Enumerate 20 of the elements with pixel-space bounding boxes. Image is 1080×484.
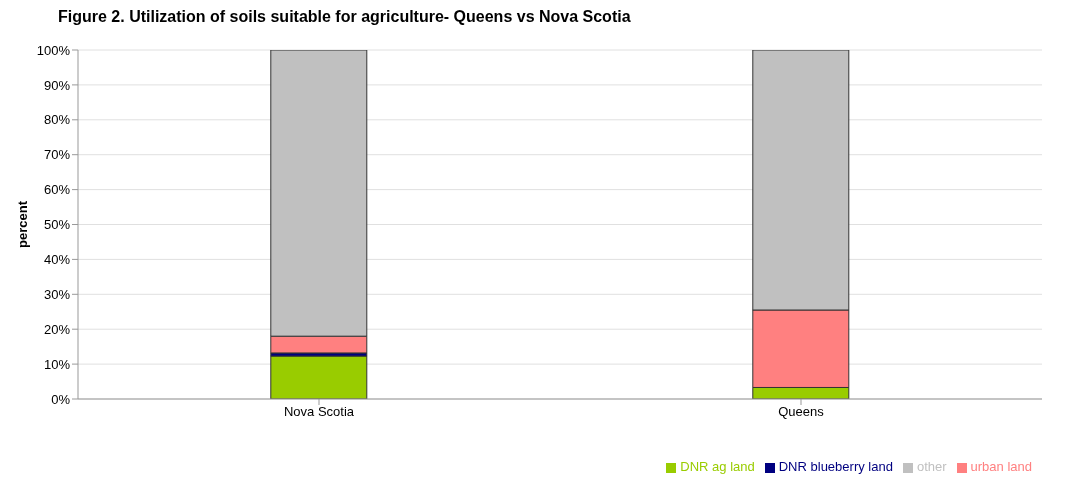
y-axis-title: percent	[14, 200, 30, 248]
bar	[270, 355, 368, 399]
legend-label: DNR ag land	[680, 459, 755, 474]
legend-label: other	[916, 459, 947, 474]
y-tick-label: 30%	[43, 286, 71, 302]
y-tick-label: 90%	[43, 77, 71, 93]
y-tick-label: 70%	[43, 147, 71, 163]
y-tick-label: 40%	[43, 252, 71, 268]
y-tick-label: 20%	[43, 321, 71, 337]
y-tick-label: 50%	[43, 217, 71, 233]
y-tick-label: 0%	[51, 391, 71, 407]
y-tick-label: 100%	[36, 42, 71, 58]
x-tick-label: Queens	[778, 404, 825, 420]
chart-title: Figure 2. Utilization of soils suitable for agriculture- Queens vs Nova Scotia	[58, 8, 632, 27]
y-tick-label: 10%	[43, 356, 71, 372]
legend-label: DNR blueberry land	[778, 459, 893, 474]
y-tick-label: 80%	[43, 112, 71, 128]
x-tick-label: Nova Scotia	[283, 404, 355, 420]
legend-label: urban land	[970, 459, 1032, 474]
y-tick-label: 60%	[43, 182, 71, 198]
